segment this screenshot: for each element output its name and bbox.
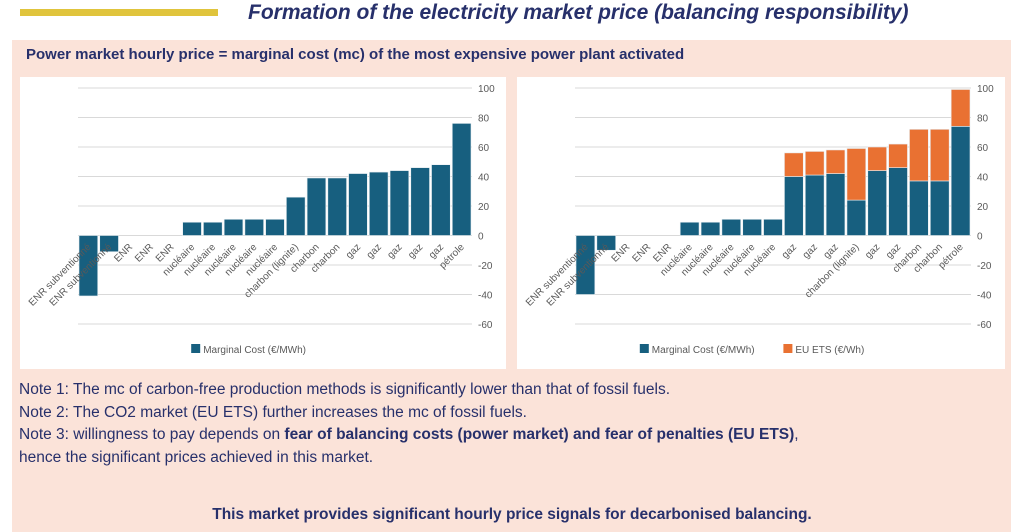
x-tick-label: gaz: [406, 242, 425, 261]
y-tick-label: -40: [977, 291, 992, 302]
bar-marginal-cost: [575, 235, 596, 295]
page-title: Formation of the electricity market pric…: [248, 1, 909, 24]
bar-marginal-cost: [825, 173, 846, 236]
bar-marginal-cost: [867, 170, 887, 236]
legend-swatch: [783, 344, 793, 353]
y-tick-label: 100: [478, 84, 495, 95]
note-3: Note 3: willingness to pay depends on fe…: [19, 424, 799, 447]
note-3-bold: fear of balancing costs (power market) a…: [284, 426, 795, 443]
bar-eu-ets: [784, 152, 804, 177]
bar-marginal-cost: [846, 199, 867, 236]
y-tick-label: 40: [478, 173, 490, 184]
bar-marginal-cost: [888, 167, 908, 236]
bar-marginal-cost: [721, 218, 742, 236]
bar-marginal-cost: [78, 235, 99, 297]
bar-marginal-cost: [327, 177, 347, 236]
bar-eu-ets: [930, 128, 950, 182]
bar-marginal-cost: [223, 218, 244, 236]
bar-eu-ets: [867, 146, 887, 171]
y-tick-label: 20: [478, 202, 490, 213]
bar-marginal-cost: [203, 221, 223, 236]
bar-marginal-cost: [389, 170, 410, 236]
conclusion: This market provides significant hourly …: [212, 506, 812, 523]
bar-eu-ets: [825, 149, 846, 174]
bar-marginal-cost: [742, 218, 762, 236]
y-tick-label: -20: [478, 261, 493, 272]
bar-marginal-cost: [348, 173, 368, 236]
bar-marginal-cost: [182, 221, 202, 236]
x-tick-label: ENR: [133, 242, 156, 265]
y-tick-label: 60: [977, 143, 989, 154]
y-tick-label: 80: [478, 114, 490, 125]
bar-marginal-cost: [679, 221, 700, 236]
x-tick-label: ENR: [630, 242, 653, 265]
x-tick-label: gaz: [365, 242, 384, 261]
y-tick-label: 100: [977, 84, 994, 95]
notes: Note 1: The mc of carbon-free production…: [19, 379, 799, 469]
legend-swatch: [639, 344, 649, 353]
accent-bar: [20, 9, 218, 16]
y-tick-label: -20: [977, 261, 992, 272]
legend-label: Marginal Cost (€/MWh): [652, 345, 755, 356]
legend-label: EU ETS (€/Wh): [795, 345, 864, 356]
y-tick-label: 0: [478, 232, 484, 243]
note-4: hence the significant prices achieved in…: [19, 448, 374, 466]
legend-swatch: [191, 344, 201, 353]
legend-label: Marginal Cost (€/MWh): [203, 345, 306, 356]
bar-marginal-cost: [431, 164, 451, 236]
y-tick-label: -60: [977, 320, 992, 331]
bar-marginal-cost: [804, 174, 825, 236]
bar-marginal-cost: [451, 123, 472, 236]
bar-marginal-cost: [306, 177, 327, 236]
note-1: Note 1: The mc of carbon-free production…: [19, 381, 671, 398]
bar-eu-ets: [950, 89, 971, 127]
marginal-cost-chart: 100 80 60 40 20 0 -20 -40 -60 ENR subventionné ENR…: [20, 77, 506, 369]
bar-marginal-cost: [700, 221, 721, 236]
note-3-suffix: ,: [794, 426, 799, 443]
x-tick-label: gaz: [385, 242, 404, 261]
x-tick-label: gaz: [780, 242, 799, 261]
bar-marginal-cost: [99, 235, 119, 253]
y-tick-label: 20: [977, 202, 989, 213]
bar-marginal-cost: [930, 180, 950, 236]
bar-eu-ets: [909, 128, 929, 182]
x-tick-label: gaz: [863, 242, 882, 261]
y-tick-label: -40: [478, 291, 493, 302]
bar-eu-ets: [804, 151, 825, 176]
x-tick-label: gaz: [344, 242, 363, 261]
note-3-prefix: Note 3: willingness to pay depends on: [19, 426, 285, 443]
y-tick-label: 0: [977, 232, 983, 243]
bar-marginal-cost: [244, 218, 264, 236]
note-2: Note 2: The CO2 market (EU ETS) further …: [19, 403, 527, 421]
bar-marginal-cost: [763, 218, 783, 236]
y-tick-label: 80: [977, 114, 989, 125]
bar-marginal-cost: [265, 218, 285, 236]
y-tick-label: 40: [977, 173, 989, 184]
y-tick-label: 60: [478, 143, 490, 154]
bar-marginal-cost: [909, 180, 929, 236]
bar-eu-ets: [846, 148, 867, 201]
marginal-cost-ets-chart: 100 80 60 40 20 0 -20 -40 -60 ENR subventionné ENR…: [517, 77, 1005, 369]
bar-marginal-cost: [784, 176, 804, 236]
bar-marginal-cost: [410, 167, 430, 236]
bar-marginal-cost: [286, 196, 306, 236]
x-tick-label: gaz: [801, 242, 820, 261]
subtitle: Power market hourly price = marginal cos…: [26, 46, 685, 63]
bar-marginal-cost: [950, 126, 971, 236]
bar-marginal-cost: [369, 171, 389, 236]
bar-eu-ets: [888, 143, 908, 168]
bar-marginal-cost: [596, 235, 616, 251]
y-tick-label: -60: [478, 320, 493, 331]
